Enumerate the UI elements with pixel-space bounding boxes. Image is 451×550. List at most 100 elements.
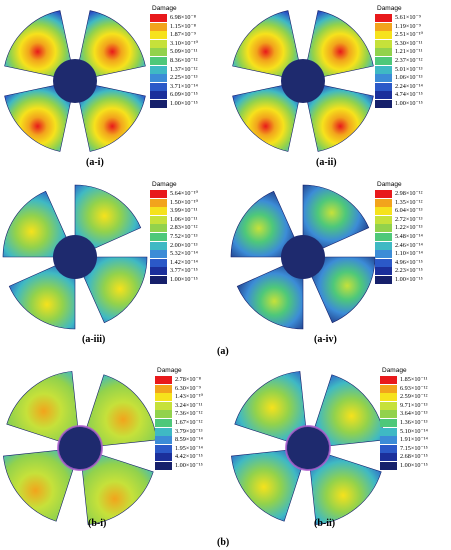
- legend-value: 6.93×10⁻¹²: [400, 384, 428, 392]
- legend-swatch: [375, 190, 392, 198]
- legend-swatch: [380, 462, 397, 470]
- legend-swatch: [380, 393, 397, 402]
- legend-swatch: [150, 250, 167, 259]
- legend-value: 2.68×10⁻¹⁵: [400, 453, 428, 461]
- legend-value: 1.00×10⁻¹⁵: [175, 462, 203, 469]
- legend-value: 1.15×10⁻⁸: [170, 22, 196, 30]
- legend-swatch: [150, 215, 167, 224]
- legend-value: 3.24×10⁻¹¹: [175, 401, 203, 409]
- legend-swatch: [375, 48, 392, 57]
- legend-swatch: [380, 444, 397, 453]
- legend-swatch: [375, 233, 392, 241]
- legend-value: 3.77×10⁻¹⁵: [170, 267, 198, 275]
- legend-value: 5.30×10⁻¹¹: [395, 39, 423, 47]
- legend-swatch: [155, 444, 172, 453]
- legend-value: 1.50×10⁻¹⁰: [170, 198, 199, 206]
- legend-value: 2.51×10⁻¹⁰: [395, 31, 424, 39]
- legend-swatch: [375, 31, 392, 40]
- legend-value: 6.30×10⁻⁹: [175, 384, 201, 392]
- hub: [281, 235, 325, 279]
- legend-value: 1.19×10⁻⁹: [395, 22, 421, 30]
- legend-value: 1.36×10⁻¹³: [400, 419, 428, 426]
- hub: [53, 235, 97, 279]
- fan-blade: [4, 84, 72, 152]
- fan-contour-b-i: [3, 371, 157, 525]
- fan-contour-a-ii: [232, 10, 374, 152]
- group-label-b: (b): [217, 537, 230, 548]
- legend-swatch: [150, 198, 167, 207]
- group-label-a: (a): [217, 346, 229, 357]
- legend-value: 4.96×10⁻¹⁵: [395, 258, 423, 266]
- legend-value: 5.09×10⁻¹¹: [170, 48, 198, 56]
- panel-label-a-ii: (a-ii): [316, 157, 337, 168]
- legend-swatch: [150, 57, 167, 65]
- panel-label-b-i: (b-i): [88, 518, 107, 529]
- legend-swatch: [150, 267, 167, 276]
- legend-swatch: [150, 91, 167, 100]
- fan-blade: [231, 449, 302, 522]
- legend-swatch: [155, 436, 172, 445]
- legend-value: 1.35×10⁻¹²: [395, 198, 423, 206]
- legend-value: 5.61×10⁻⁹: [395, 14, 421, 21]
- legend-swatch: [380, 401, 397, 410]
- legend-value: 3.10×10⁻¹⁰: [170, 39, 199, 47]
- fan-blade: [78, 84, 146, 152]
- legend-value: 4.42×10⁻¹⁵: [175, 453, 203, 461]
- legend-value: 1.37×10⁻¹²: [170, 65, 198, 73]
- legend-swatch: [375, 224, 392, 233]
- legend-swatch: [150, 233, 167, 241]
- legend-swatch: [150, 31, 167, 40]
- fan-blade: [230, 190, 296, 258]
- panel-b-i: Damage 2.78×10⁻⁸ 6.30×10⁻⁹ 1.43×10⁻¹⁰ 3.24×…: [0, 360, 225, 540]
- legend-swatch: [155, 419, 172, 427]
- legend-value: 1.00×10⁻¹⁵: [170, 100, 198, 107]
- legend-swatch: [380, 427, 397, 436]
- legend-swatch: [375, 82, 392, 91]
- legend-swatch: [375, 91, 392, 100]
- legend-swatch: [150, 48, 167, 57]
- legend-swatch: [375, 258, 392, 267]
- legend-value: 2.37×10⁻¹²: [395, 57, 423, 64]
- legend-swatch: [155, 376, 172, 384]
- legend-value: 3.64×10⁻¹³: [400, 410, 428, 418]
- legend-value: 1.10×10⁻¹⁴: [395, 250, 423, 258]
- legend-value: 2.23×10⁻¹⁵: [395, 267, 423, 275]
- legend-swatch: [375, 57, 392, 65]
- legend-swatch: [375, 100, 392, 108]
- legend-value: 3.71×10⁻¹⁴: [170, 82, 198, 90]
- legend-value: 3.79×10⁻¹³: [175, 427, 203, 435]
- fan-contour-b-ii: [231, 371, 385, 525]
- fan-contour-a-i: [4, 10, 146, 152]
- fan-contour-a-iv: [230, 184, 376, 330]
- legend-swatch: [150, 207, 167, 216]
- legend-value: 6.09×10⁻¹⁵: [170, 91, 198, 99]
- legend-swatch: [150, 224, 167, 233]
- legend-swatch: [380, 436, 397, 445]
- legend-title: Damage: [157, 367, 182, 374]
- legend-value: 7.36×10⁻¹²: [175, 410, 203, 418]
- legend-value: 7.52×10⁻¹³: [170, 233, 198, 240]
- legend-value: 5.64×10⁻¹⁰: [170, 190, 199, 197]
- fan-blade: [306, 84, 374, 152]
- legend-value: 4.74×10⁻¹⁵: [395, 91, 423, 99]
- legend-title: Damage: [377, 181, 402, 188]
- legend-value: 2.25×10⁻¹³: [170, 74, 198, 82]
- legend-swatch: [155, 384, 172, 393]
- legend-value: 6.04×10⁻¹³: [395, 207, 423, 215]
- legend-value: 1.00×10⁻¹⁵: [400, 462, 428, 469]
- legend-value: 5.01×10⁻¹³: [395, 65, 423, 73]
- legend-value: 1.95×10⁻¹⁴: [175, 444, 203, 452]
- legend-swatch: [150, 65, 167, 74]
- legend-value: 5.10×10⁻¹⁴: [400, 427, 428, 435]
- legend-swatch: [155, 410, 172, 419]
- panel-label-a-i: (a-i): [86, 157, 104, 168]
- panel-a-ii: Damage 5.61×10⁻⁹ 1.19×10⁻⁹ 2.51×10⁻¹⁰ 5.30×…: [228, 0, 451, 180]
- fan-blade: [6, 371, 79, 442]
- legend-swatch: [150, 14, 167, 22]
- legend-title: Damage: [377, 5, 402, 12]
- legend-value: 2.98×10⁻¹²: [395, 190, 423, 197]
- legend-value: 1.21×10⁻¹¹: [395, 48, 423, 56]
- fan-blade: [236, 264, 304, 330]
- legend-value: 1.06×10⁻¹³: [395, 74, 423, 82]
- panel-a-iv: Damage 2.98×10⁻¹² 1.35×10⁻¹² 6.04×10⁻¹³ 2.7…: [228, 174, 451, 354]
